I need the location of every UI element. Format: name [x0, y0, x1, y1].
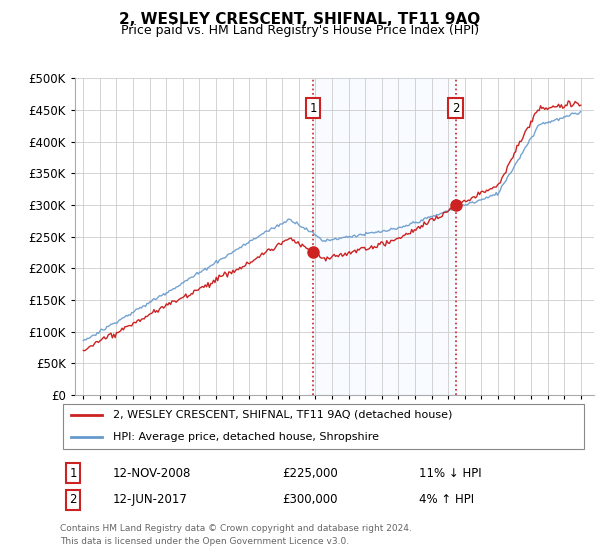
Text: HPI: Average price, detached house, Shropshire: HPI: Average price, detached house, Shro…: [113, 432, 379, 442]
FancyBboxPatch shape: [62, 404, 584, 449]
Bar: [313, 78, 455, 395]
Text: 11% ↓ HPI: 11% ↓ HPI: [419, 466, 482, 479]
Text: Price paid vs. HM Land Registry's House Price Index (HPI): Price paid vs. HM Land Registry's House …: [121, 24, 479, 37]
Text: 2: 2: [70, 493, 77, 506]
Text: 1: 1: [70, 466, 77, 479]
Text: £300,000: £300,000: [282, 493, 337, 506]
Text: 4% ↑ HPI: 4% ↑ HPI: [419, 493, 474, 506]
Text: £225,000: £225,000: [282, 466, 338, 479]
Text: 1: 1: [310, 102, 317, 115]
Text: 12-JUN-2017: 12-JUN-2017: [113, 493, 188, 506]
Text: 2: 2: [452, 102, 459, 115]
Text: This data is licensed under the Open Government Licence v3.0.: This data is licensed under the Open Gov…: [60, 537, 349, 546]
Text: 12-NOV-2008: 12-NOV-2008: [113, 466, 191, 479]
Text: Contains HM Land Registry data © Crown copyright and database right 2024.: Contains HM Land Registry data © Crown c…: [60, 524, 412, 533]
Text: 2, WESLEY CRESCENT, SHIFNAL, TF11 9AQ: 2, WESLEY CRESCENT, SHIFNAL, TF11 9AQ: [119, 12, 481, 27]
Text: 2, WESLEY CRESCENT, SHIFNAL, TF11 9AQ (detached house): 2, WESLEY CRESCENT, SHIFNAL, TF11 9AQ (d…: [113, 410, 452, 420]
